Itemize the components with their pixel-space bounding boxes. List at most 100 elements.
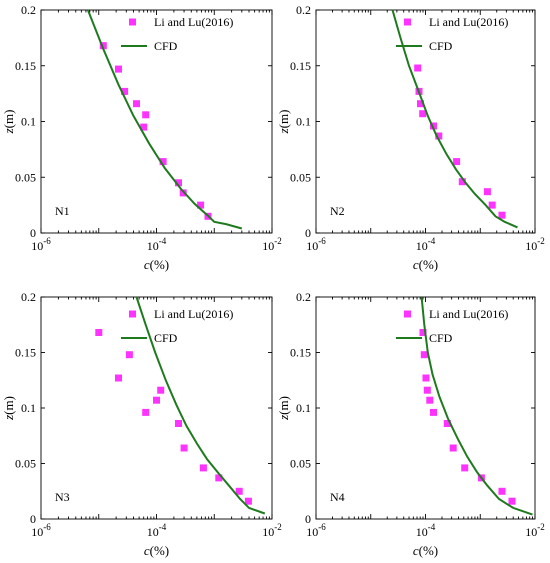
legend: Li and Lu(2016) CFD bbox=[396, 15, 508, 53]
y-tick-label: 0.05 bbox=[15, 170, 36, 184]
x-tick-label: 10-4 bbox=[416, 236, 436, 253]
measured-point bbox=[142, 408, 150, 416]
x-tick-label: 10-2 bbox=[525, 236, 545, 253]
measured-point bbox=[244, 497, 252, 505]
y-tick-label: 0.15 bbox=[290, 59, 311, 73]
measured-point bbox=[426, 396, 434, 404]
measured-point bbox=[215, 474, 223, 482]
legend-label-cfd: CFD bbox=[429, 331, 453, 345]
x-tick-label: 10-2 bbox=[262, 236, 282, 253]
y-tick-label: 0 bbox=[305, 512, 311, 526]
y-tick-label: 0.05 bbox=[290, 457, 311, 471]
measured-point bbox=[419, 110, 427, 118]
x-tick-label: 10-6 bbox=[306, 522, 326, 539]
legend-marker-measured bbox=[404, 310, 411, 318]
measured-point bbox=[175, 420, 182, 427]
y-tick-label: 0.1 bbox=[296, 401, 311, 415]
legend-label-measured: Li and Lu(2016) bbox=[154, 15, 233, 29]
x-axis-label: c(%) bbox=[413, 257, 438, 272]
legend: Li and Lu(2016) CFD bbox=[121, 307, 233, 345]
legend-label-cfd: CFD bbox=[429, 39, 453, 53]
legend-marker-measured bbox=[129, 18, 136, 26]
measured-point bbox=[140, 123, 148, 131]
y-axis-label: z(m) bbox=[276, 396, 291, 421]
measured-point bbox=[483, 188, 491, 196]
measured-point bbox=[199, 464, 207, 472]
y-tick-label: 0.15 bbox=[290, 346, 311, 360]
measured-point bbox=[443, 420, 451, 427]
y-tick-label: 0.2 bbox=[296, 290, 311, 304]
measured-point bbox=[420, 351, 428, 359]
y-axis-label: z(m) bbox=[276, 110, 291, 135]
y-tick-label: 0.05 bbox=[290, 170, 311, 184]
measured-point bbox=[99, 42, 107, 50]
y-tick-label: 0.15 bbox=[15, 346, 36, 360]
cfd-line bbox=[135, 296, 266, 515]
measured-point bbox=[179, 189, 187, 197]
y-tick-label: 0.1 bbox=[296, 115, 311, 129]
x-tick-label: 10-6 bbox=[31, 236, 51, 253]
y-tick-label: 0.15 bbox=[15, 59, 36, 73]
y-tick-label: 0.05 bbox=[15, 457, 36, 471]
x-axis-label: c(%) bbox=[413, 543, 438, 558]
x-tick-label: 10-4 bbox=[147, 236, 167, 253]
panel-tag: N2 bbox=[330, 204, 345, 218]
measured-point bbox=[423, 386, 431, 394]
measured-point bbox=[419, 329, 427, 336]
panel-tag: N1 bbox=[55, 204, 70, 218]
chart-panel-n4: 0 0.05 0.1 0.15 0.2 10-6 10-4 10-2 c(%) z(m) N4 Li … bbox=[276, 290, 545, 558]
measured-point bbox=[142, 111, 150, 119]
measured-point bbox=[159, 158, 167, 166]
panel-tag: N3 bbox=[55, 490, 70, 504]
x-tick-label: 10-6 bbox=[306, 236, 326, 253]
x-tick-label: 10-2 bbox=[262, 522, 282, 539]
y-tick-label: 0 bbox=[305, 226, 311, 240]
measured-point bbox=[430, 122, 437, 130]
measured-point bbox=[197, 201, 205, 209]
measured-point bbox=[95, 329, 103, 336]
measured-point bbox=[422, 374, 430, 382]
measured-point bbox=[449, 444, 457, 452]
measured-point bbox=[153, 396, 160, 404]
measured-point bbox=[121, 87, 129, 95]
measured-point bbox=[498, 487, 506, 495]
x-tick-label: 10-4 bbox=[147, 522, 167, 539]
x-tick-label: 10-2 bbox=[525, 522, 545, 539]
measured-point bbox=[235, 487, 243, 495]
measured-point bbox=[414, 64, 422, 72]
legend-label-measured: Li and Lu(2016) bbox=[429, 15, 508, 29]
measured-point bbox=[417, 100, 424, 108]
measured-point bbox=[488, 201, 496, 209]
x-axis-label: c(%) bbox=[144, 543, 169, 558]
cfd-line bbox=[391, 9, 518, 229]
x-axis-label: c(%) bbox=[144, 257, 169, 272]
chart-panel-n2: 0 0.05 0.1 0.15 0.2 10-6 10-4 10-2 c(%) z(m) N2 Li … bbox=[276, 3, 545, 272]
y-tick-label: 0.1 bbox=[21, 401, 36, 415]
y-tick-label: 0.1 bbox=[21, 115, 36, 129]
x-tick-label: 10-4 bbox=[416, 522, 436, 539]
y-tick-label: 0 bbox=[30, 226, 36, 240]
cfd-line bbox=[86, 9, 243, 230]
legend-marker-measured bbox=[129, 310, 136, 318]
measured-point bbox=[157, 386, 165, 394]
measured-point bbox=[498, 211, 506, 219]
measured-point bbox=[125, 351, 133, 359]
y-axis-label: z(m) bbox=[1, 110, 16, 135]
measured-point bbox=[508, 497, 516, 505]
plot-frame bbox=[315, 9, 536, 234]
measured-point bbox=[175, 179, 182, 187]
legend: Li and Lu(2016) CFD bbox=[121, 15, 233, 53]
chart-panel-n3: 0 0.05 0.1 0.15 0.2 10-6 10-4 10-2 c(%) z(m) N3 Li … bbox=[1, 290, 282, 558]
legend-label-cfd: CFD bbox=[154, 331, 178, 345]
measured-point bbox=[458, 178, 466, 186]
legend-label-measured: Li and Lu(2016) bbox=[429, 307, 508, 321]
measured-point bbox=[453, 158, 461, 166]
measured-point bbox=[115, 65, 122, 73]
y-tick-label: 0.2 bbox=[296, 3, 311, 17]
measured-point bbox=[430, 408, 437, 416]
cfd-line bbox=[420, 296, 533, 516]
measured-point bbox=[180, 444, 188, 452]
y-axis-label: z(m) bbox=[1, 396, 16, 421]
chart-panel-n1: 0 0.05 0.1 0.15 0.2 10-6 10-4 10-2 c(%) z(m) N1 Li … bbox=[1, 3, 282, 272]
